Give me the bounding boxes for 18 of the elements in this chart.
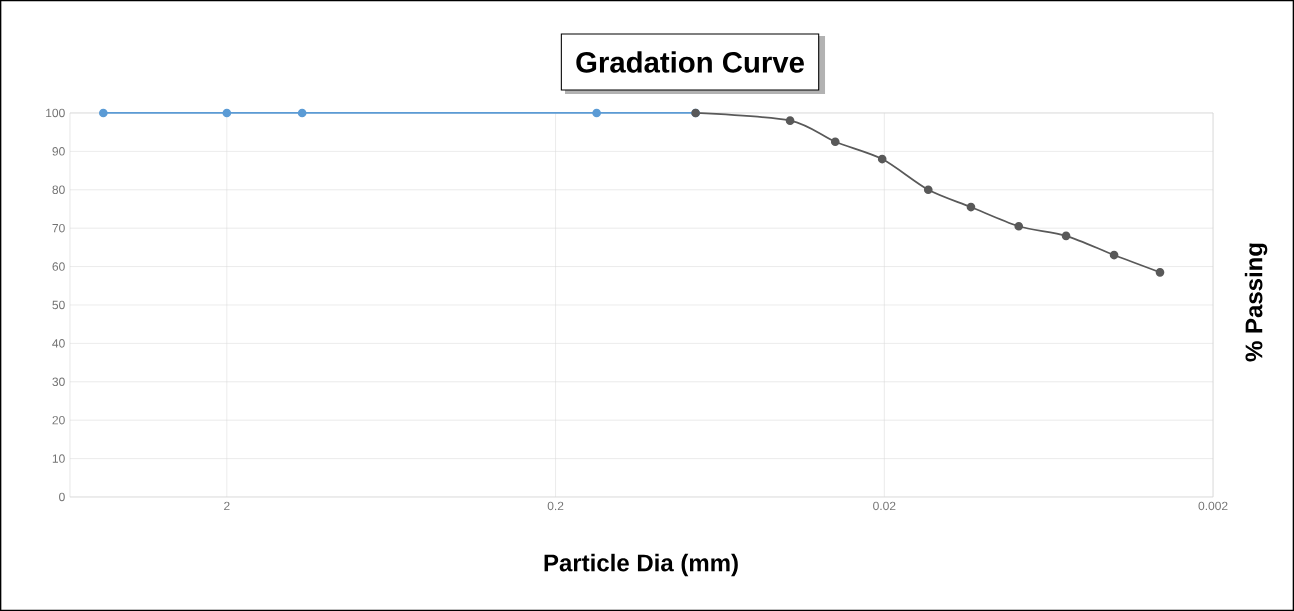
y-tick-label: 40 [52, 339, 65, 348]
x-axis-title: Particle Dia (mm) [544, 553, 738, 577]
y-tick-label: 90 [52, 147, 65, 156]
x-tick-label: 0.002 [1198, 501, 1228, 511]
y-tick-label: 50 [52, 300, 65, 310]
x-tick-label: 0.02 [873, 501, 896, 511]
y-tick-label: 20 [52, 415, 65, 425]
y-tick-label: 0 [59, 492, 65, 502]
chart-title: Gradation Curve [576, 51, 804, 73]
y-tick-label: 80 [52, 185, 65, 195]
y-axis-title: % Passing [1244, 243, 1268, 362]
y-tick-label: 60 [52, 262, 65, 271]
y-tick-label: 100 [46, 108, 65, 118]
y-tick-label: 10 [52, 454, 65, 463]
x-tick-label: 0.2 [547, 501, 564, 511]
y-tick-label: 70 [52, 223, 65, 233]
x-tick-label: 2 [224, 501, 230, 511]
y-tick-label: 30 [52, 377, 65, 387]
